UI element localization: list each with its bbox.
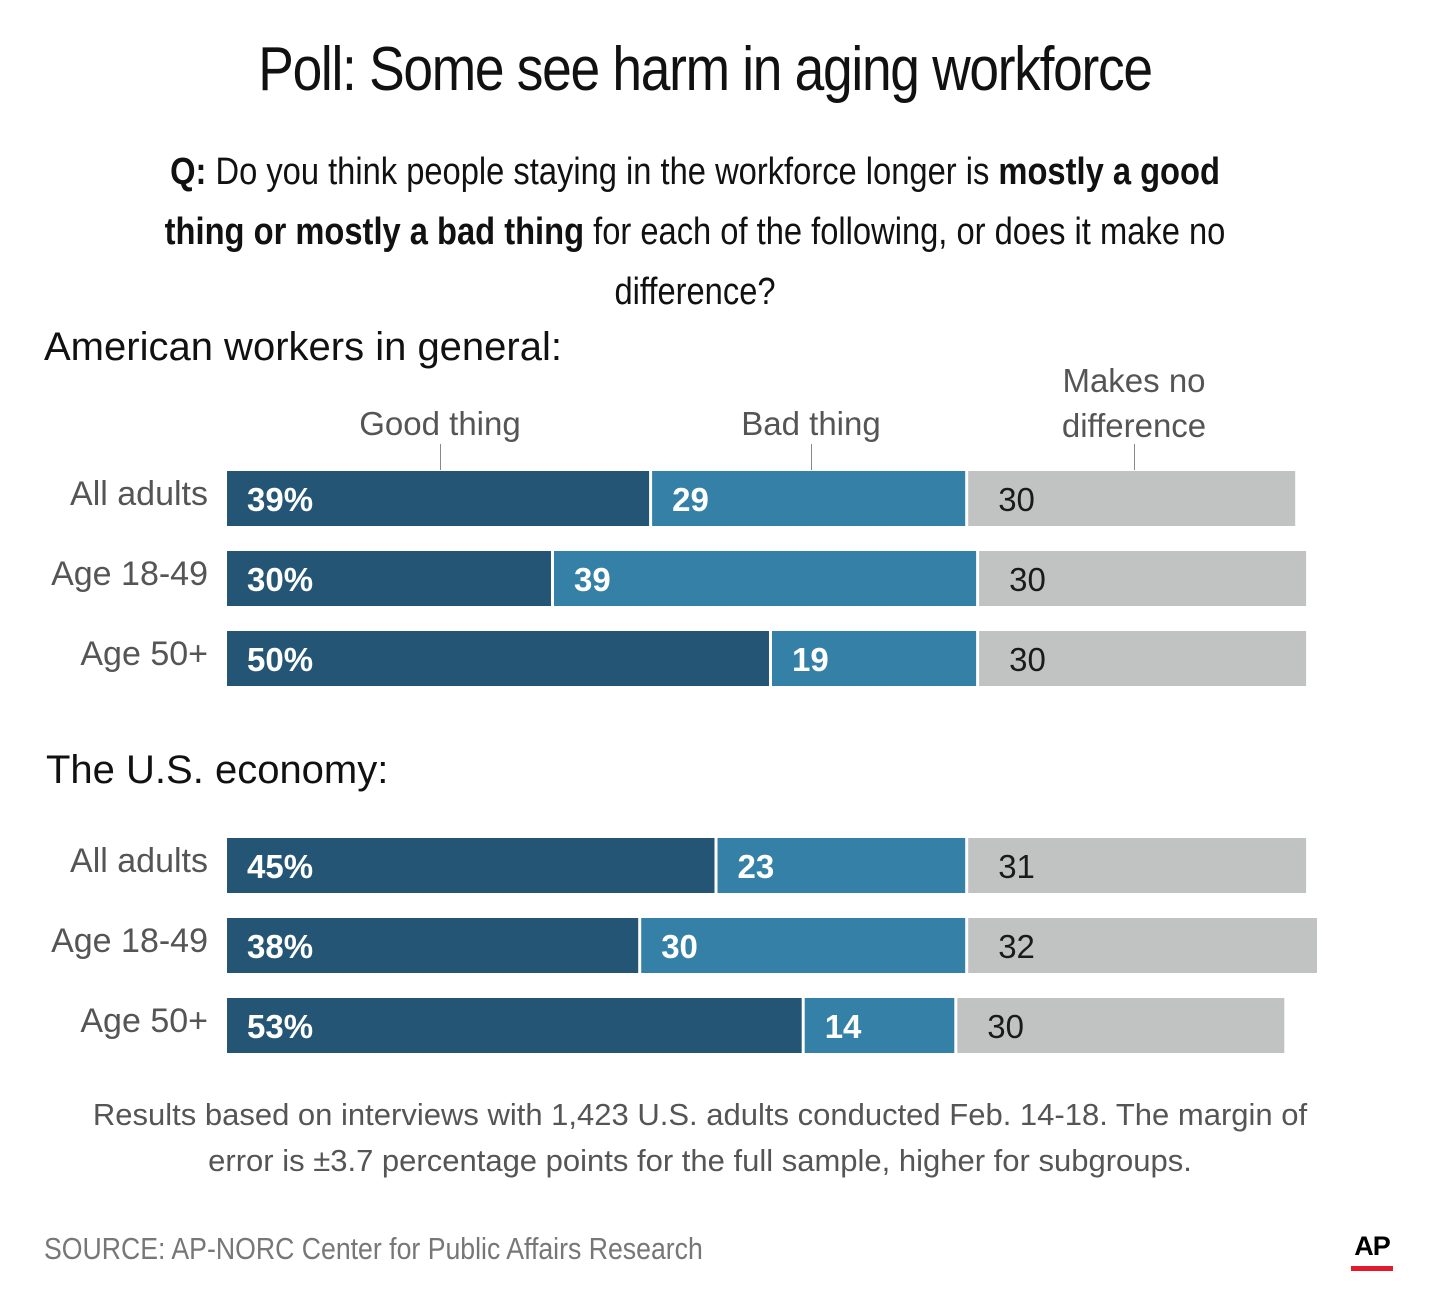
data-label-workers-row2-good: 50% (247, 641, 313, 678)
data-label-workers-row0-good: 39% (247, 481, 313, 518)
data-label-workers-row0-bad: 29 (672, 481, 709, 518)
question-text-1: Do you think people staying in the workf… (206, 151, 999, 193)
data-label-economy-row0-good: 45% (247, 848, 313, 885)
question-prefix: Q: (170, 151, 207, 193)
methodology-note: Results based on interviews with 1,423 U… (30, 1092, 1370, 1184)
bar-economy-row0-none (968, 838, 1307, 893)
bar-economy-row1-good (227, 918, 639, 973)
bar-economy-row0-bad (717, 838, 966, 893)
row-label-workers-age-50-plus: Age 50+ (80, 635, 208, 673)
bar-workers-row2-good (227, 631, 769, 686)
data-label-workers-row0-none: 30 (998, 481, 1035, 518)
bar-economy-row2-bad (804, 998, 955, 1053)
bar-workers-row2-bad (772, 631, 977, 686)
source-credit: SOURCE: AP-NORC Center for Public Affair… (44, 1231, 703, 1266)
column-header-bad: Bad thing (741, 405, 881, 442)
section-title-workers: American workers in general: (44, 325, 562, 369)
bar-workers-row0-none (968, 471, 1296, 526)
leader-line-none (1134, 444, 1135, 470)
row-label-economy-all-adults: All adults (70, 842, 208, 880)
data-label-economy-row0-none: 31 (998, 848, 1035, 885)
ap-logo-text: AP (1354, 1231, 1391, 1261)
bar-workers-row0-good (227, 471, 650, 526)
bar-economy-row2-good (227, 998, 802, 1053)
poll-question: Q: Do you think people staying in the wo… (132, 142, 1259, 322)
bar-workers-row2-none (979, 631, 1307, 686)
section-title-economy: The U.S. economy: (46, 748, 389, 792)
row-label-economy-age-18-49: Age 18-49 (51, 922, 208, 960)
column-header-none-line2: difference (1061, 407, 1207, 444)
question-bold-text: mostly a good thing or mostly a bad thin… (164, 151, 1220, 253)
data-label-workers-row1-good: 30% (247, 561, 313, 598)
bar-economy-row1-none (968, 918, 1317, 973)
data-label-workers-row2-none: 30 (1009, 641, 1046, 678)
data-label-economy-row1-bad: 30 (661, 928, 698, 965)
ap-logo: AP (1350, 1230, 1394, 1271)
bar-economy-row0-good (227, 838, 715, 893)
bar-workers-row1-bad (554, 551, 977, 606)
column-header-good: Good thing (359, 405, 521, 442)
methodology-note-line1: Results based on interviews with 1,423 U… (92, 1097, 1308, 1132)
ap-logo-underline (1351, 1266, 1393, 1271)
row-label-workers-age-18-49: Age 18-49 (51, 555, 208, 593)
data-label-economy-row1-good: 38% (247, 928, 313, 965)
methodology-note-line2: error is ±3.7 percentage points for the … (208, 1143, 1192, 1178)
row-label-workers-all-adults: All adults (70, 475, 208, 513)
bar-workers-row1-none (979, 551, 1307, 606)
row-label-economy-age-50-plus: Age 50+ (80, 1002, 208, 1040)
column-header-none: Makes no difference (1062, 358, 1206, 448)
chart-title: Poll: Some see harm in aging workforce (258, 35, 1153, 104)
data-label-workers-row2-bad: 19 (792, 641, 829, 678)
bar-economy-row2-none (957, 998, 1285, 1053)
leader-line-good (440, 444, 441, 470)
question-text-2: for each of the following, or does it ma… (584, 211, 1226, 313)
column-header-none-line1: Makes no (1062, 362, 1206, 399)
leader-line-bad (811, 444, 812, 470)
data-label-economy-row1-none: 32 (998, 928, 1035, 965)
data-label-economy-row2-good: 53% (247, 1008, 313, 1045)
bar-workers-row1-good (227, 551, 551, 606)
data-label-economy-row0-bad: 23 (738, 848, 775, 885)
bar-economy-row1-bad (641, 918, 966, 973)
data-label-economy-row2-bad: 14 (825, 1008, 862, 1045)
data-label-workers-row1-none: 30 (1009, 561, 1046, 598)
data-label-workers-row1-bad: 39 (574, 561, 611, 598)
data-label-economy-row2-none: 30 (987, 1008, 1024, 1045)
bar-workers-row0-bad (652, 471, 966, 526)
